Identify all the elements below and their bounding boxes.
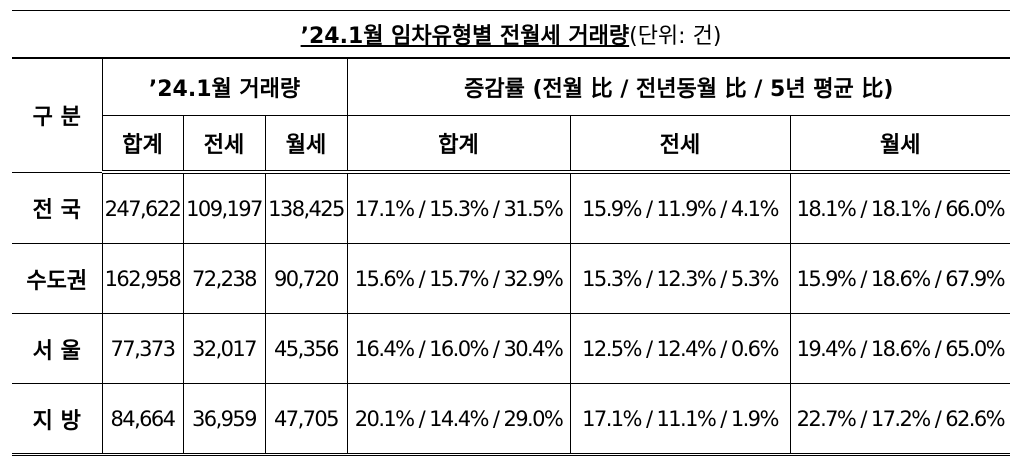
header-cell: 전세 xyxy=(569,115,791,174)
header-cell: 합계 xyxy=(102,115,184,174)
cell: 36,959 xyxy=(182,383,266,456)
cell: 77,373 xyxy=(101,313,184,384)
header-cell: 전세 xyxy=(182,115,266,174)
cell: 247,622 xyxy=(101,171,184,244)
cell: 17.1% / 15.3% / 31.5% xyxy=(346,171,571,244)
header-cell: 구 분 xyxy=(12,57,103,173)
header-row: 구 분 ’24.1월 거래량 증감률 (전월 比 / 전년동월 比 / 5년 평… xyxy=(12,57,1011,173)
data-row: 지 방 84,664 36,959 47,705 20.1% / 14.4% / 29.… xyxy=(12,383,1011,456)
cell: 162,958 xyxy=(101,243,184,314)
cell: 32,017 xyxy=(182,313,266,384)
cell: 18.1% / 18.1% / 66.0% xyxy=(789,171,1011,244)
cell: 15.3% / 12.3% / 5.3% xyxy=(569,243,791,314)
header-cell: 증감률 (전월 比 / 전년동월 比 / 5년 평균 比) xyxy=(346,57,1011,116)
cell: 12.5% / 12.4% / 0.6% xyxy=(569,313,791,384)
cell: 15.9% / 11.9% / 4.1% xyxy=(569,171,791,244)
header-cell: 합계 xyxy=(346,115,571,174)
cell: 90,720 xyxy=(264,243,348,314)
cell: 20.1% / 14.4% / 29.0% xyxy=(346,383,571,456)
title: ’24.1월 임차유형별 전월세 거래량 xyxy=(300,24,630,49)
cell: 15.9% / 18.6% / 67.9% xyxy=(789,243,1011,314)
cell: 45,356 xyxy=(264,313,348,384)
cell: 17.1% / 11.1% / 1.9% xyxy=(569,383,791,456)
data-row: 수도권 162,958 72,238 90,720 15.6% / 15.7% / 32… xyxy=(12,243,1011,314)
cell: 84,664 xyxy=(101,383,184,456)
cell: 15.6% / 15.7% / 32.9% xyxy=(346,243,571,314)
cell: 16.4% / 16.0% / 30.4% xyxy=(346,313,571,384)
row-label: 서 울 xyxy=(12,313,103,384)
header-cell: 월세 xyxy=(264,115,348,174)
cell: 19.4% / 18.6% / 65.0% xyxy=(789,313,1011,384)
cell: 47,705 xyxy=(264,383,348,456)
cell: 109,197 xyxy=(182,171,266,244)
unit: (단위: 건) xyxy=(629,24,722,49)
cell: 138,425 xyxy=(264,171,348,244)
header-cell: ’24.1월 거래량 xyxy=(101,57,348,116)
data-row: 전 국 247,622 109,197 138,425 17.1% / 15.3% / … xyxy=(12,171,1011,244)
row-label: 지 방 xyxy=(12,383,103,456)
title-row: ’24.1월 임차유형별 전월세 거래량(단위: 건) xyxy=(12,10,1011,59)
title-cell: ’24.1월 임차유형별 전월세 거래량(단위: 건) xyxy=(12,10,1011,59)
header-cell: 월세 xyxy=(789,115,1011,174)
row-label: 수도권 xyxy=(12,243,103,314)
cell: 22.7% / 17.2% / 62.6% xyxy=(789,383,1011,456)
cell: 72,238 xyxy=(182,243,266,314)
row-label: 전 국 xyxy=(12,171,103,244)
data-row: 서 울 77,373 32,017 45,356 16.4% / 16.0% / 30.… xyxy=(12,313,1011,384)
header-row: 합계 전세 월세 합계 전세 월세 xyxy=(12,115,1011,174)
data-table: ’24.1월 임차유형별 전월세 거래량(단위: 건) 구 분 ’24.1월 거… xyxy=(12,10,1011,456)
